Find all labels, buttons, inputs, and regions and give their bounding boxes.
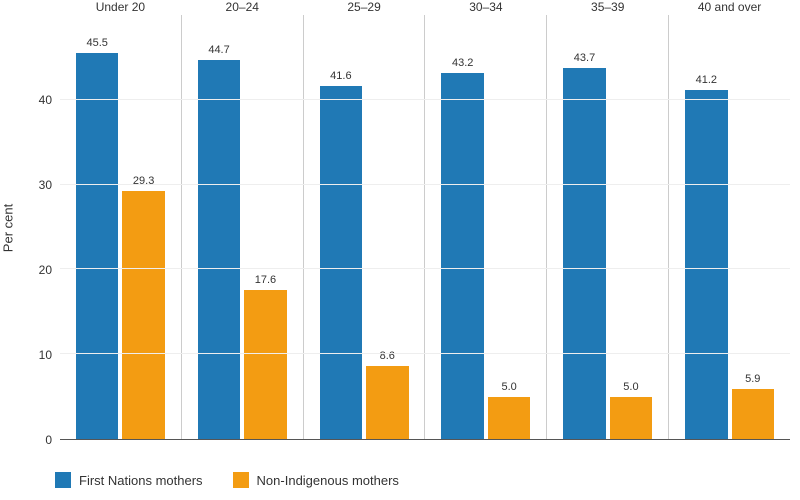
grid-line [60,184,790,185]
legend-item: First Nations mothers [55,472,203,488]
legend-label: Non-Indigenous mothers [257,473,399,488]
y-tick: 10 [39,349,52,361]
panel-row: Under 2045.529.320–2444.717.625–2941.68.… [60,15,790,439]
chart-container: Per cent 010203040 Under 2045.529.320–24… [0,0,800,500]
bar-value-label: 8.6 [380,350,395,362]
bar-group: 45.529.3 [60,15,181,439]
bar-value-label: 17.6 [255,274,276,286]
y-tick: 30 [39,179,52,191]
legend-swatch [55,472,71,488]
bar: 8.6 [366,366,408,439]
panel-title: 20–24 [182,0,303,14]
bar-value-label: 45.5 [86,37,107,49]
panel: 40 and over41.25.9 [669,15,790,439]
bar: 5.0 [488,397,530,439]
plot-area: Under 2045.529.320–2444.717.625–2941.68.… [60,15,790,440]
bar-value-label: 41.2 [696,74,717,86]
bar-group: 43.75.0 [547,15,668,439]
panel-title: Under 20 [60,0,181,14]
grid-line [60,268,790,269]
panel: Under 2045.529.3 [60,15,182,439]
legend: First Nations mothers Non-Indigenous moth… [55,472,399,488]
bar-value-label: 5.0 [623,381,638,393]
panel-title: 30–34 [425,0,546,14]
legend-label: First Nations mothers [79,473,203,488]
bar: 17.6 [244,290,286,439]
y-axis-title: Per cent [1,203,16,251]
panel-title: 25–29 [304,0,425,14]
bar-value-label: 41.6 [330,70,351,82]
panel: 25–2941.68.6 [304,15,426,439]
bar-value-label: 44.7 [208,44,229,56]
y-axis: Per cent 010203040 [0,15,60,440]
legend-swatch [233,472,249,488]
panel-title: 35–39 [547,0,668,14]
grid-line [60,99,790,100]
panel: 20–2444.717.6 [182,15,304,439]
bar-value-label: 5.9 [745,373,760,385]
bar-value-label: 5.0 [501,381,516,393]
panel: 35–3943.75.0 [547,15,669,439]
bar: 41.2 [685,90,727,439]
bar-value-label: 43.7 [574,52,595,64]
bar: 29.3 [122,191,164,439]
bar: 41.6 [320,86,362,439]
bar: 5.9 [732,389,774,439]
panel: 30–3443.25.0 [425,15,547,439]
bar: 44.7 [198,60,240,439]
bar: 5.0 [610,397,652,439]
bar-value-label: 43.2 [452,57,473,69]
bar-group: 41.25.9 [669,15,790,439]
bar: 43.2 [441,73,483,439]
legend-item: Non-Indigenous mothers [233,472,399,488]
bar: 43.7 [563,68,605,439]
bar-group: 44.717.6 [182,15,303,439]
bar-group: 41.68.6 [304,15,425,439]
panel-title: 40 and over [669,0,790,14]
bar: 45.5 [76,53,118,439]
bar-value-label: 29.3 [133,175,154,187]
bar-group: 43.25.0 [425,15,546,439]
y-tick: 0 [45,434,52,446]
y-tick: 20 [39,264,52,276]
grid-line [60,353,790,354]
y-tick: 40 [39,94,52,106]
